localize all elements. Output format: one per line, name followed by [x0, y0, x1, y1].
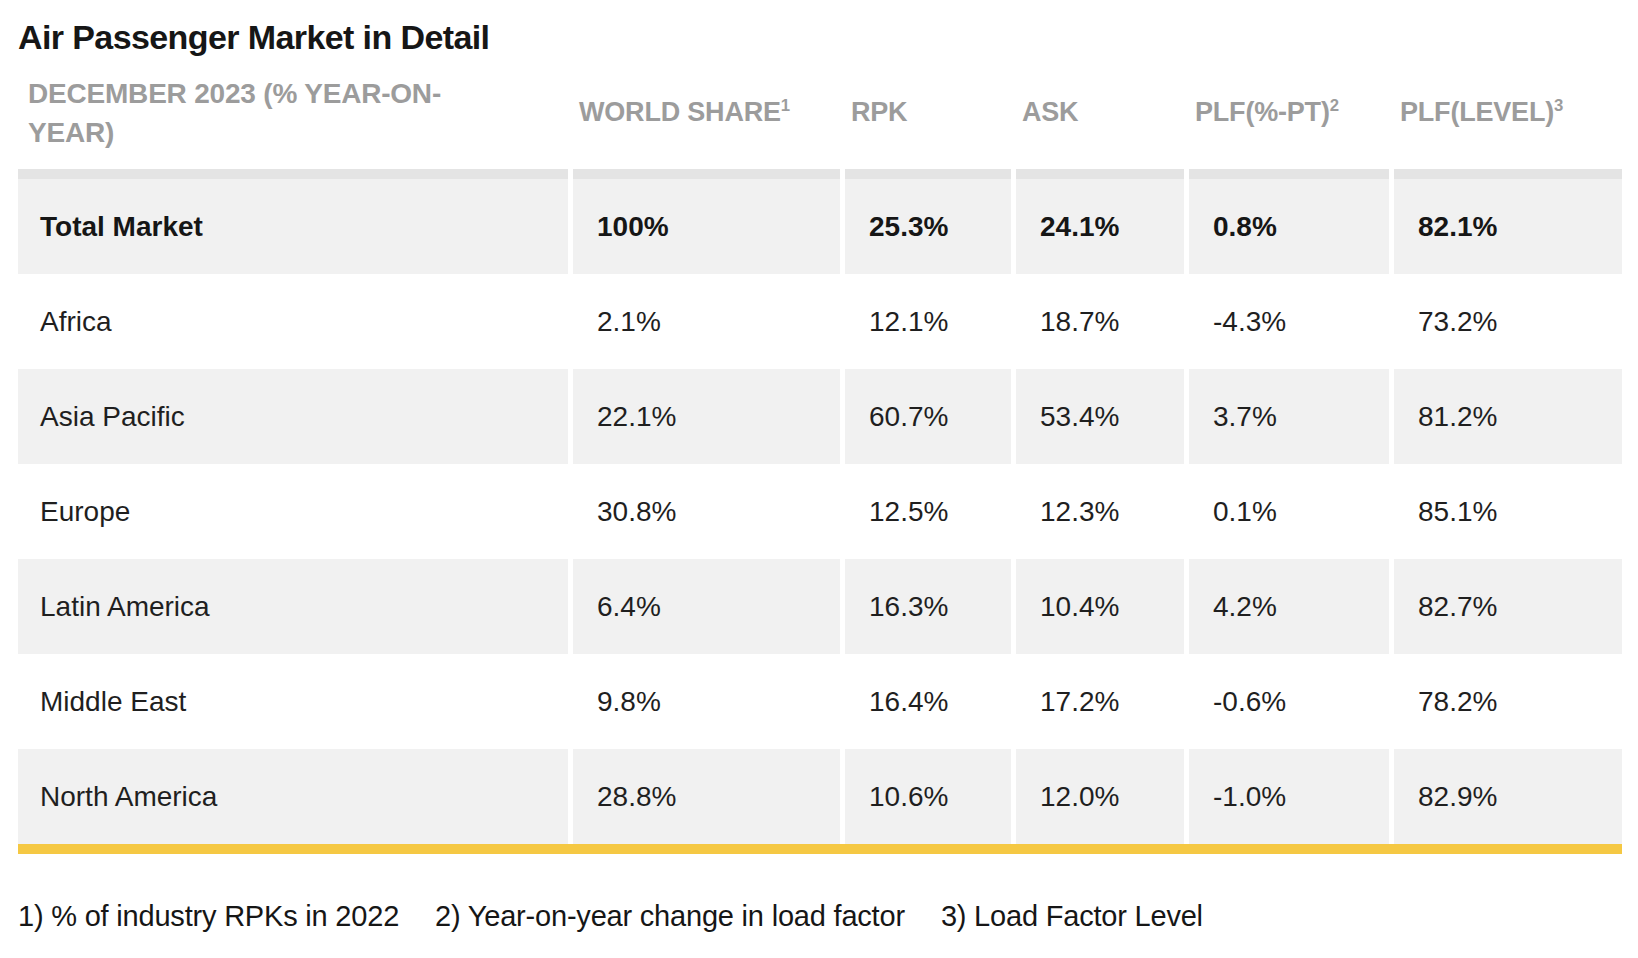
column-header-world-share: WORLD SHARE1	[573, 94, 840, 132]
table-cell: 2.1%	[573, 274, 840, 369]
table-cell: 28.8%	[573, 749, 840, 844]
table-row-middle-east: Middle East 9.8% 16.4% 17.2% -0.6% 78.2%	[18, 654, 1622, 749]
table-cell: 4.2%	[1189, 559, 1389, 654]
table-cell: 81.2%	[1394, 369, 1622, 464]
table-cell: 82.1%	[1394, 179, 1622, 274]
table-cell: 24.1%	[1016, 179, 1184, 274]
footnotes: 1) % of industry RPKs in 2022 2) Year-on…	[18, 900, 1638, 933]
table-cell: 6.4%	[573, 559, 840, 654]
page-title: Air Passenger Market in Detail	[18, 18, 1638, 57]
table-cell: 0.8%	[1189, 179, 1389, 274]
column-header-plf-pt: PLF(%-PT)2	[1189, 94, 1389, 132]
row-label: Europe	[18, 464, 568, 559]
table-cell: 53.4%	[1016, 369, 1184, 464]
column-header-plf-level: PLF(LEVEL)3	[1394, 94, 1622, 132]
table-cell: 25.3%	[845, 179, 1011, 274]
column-header-ask: ASK	[1016, 94, 1184, 132]
table-row-europe: Europe 30.8% 12.5% 12.3% 0.1% 85.1%	[18, 464, 1622, 559]
row-label: Africa	[18, 274, 568, 369]
row-label: Middle East	[18, 654, 568, 749]
row-label: Asia Pacific	[18, 369, 568, 464]
table-cell: 85.1%	[1394, 464, 1622, 559]
table-cell: 18.7%	[1016, 274, 1184, 369]
table-row-latin-america: Latin America 6.4% 16.3% 10.4% 4.2% 82.7…	[18, 559, 1622, 654]
footnote-ref-3: 3	[1554, 96, 1563, 115]
table-cell: 78.2%	[1394, 654, 1622, 749]
table-cell: 12.1%	[845, 274, 1011, 369]
footnote-2: 2) Year-on-year change in load factor	[435, 900, 905, 933]
footnote-1: 1) % of industry RPKs in 2022	[18, 900, 399, 933]
table-cell: -1.0%	[1189, 749, 1389, 844]
table-row-asia-pacific: Asia Pacific 22.1% 60.7% 53.4% 3.7% 81.2…	[18, 369, 1622, 464]
table-cell: 60.7%	[845, 369, 1011, 464]
table-cell: 10.4%	[1016, 559, 1184, 654]
table-cell: 12.0%	[1016, 749, 1184, 844]
table-row-north-america: North America 28.8% 10.6% 12.0% -1.0% 82…	[18, 749, 1622, 844]
table-cell: 100%	[573, 179, 840, 274]
column-header-rpk: RPK	[845, 94, 1011, 132]
table-cell: -4.3%	[1189, 274, 1389, 369]
table-cell: 82.7%	[1394, 559, 1622, 654]
column-header-period: DECEMBER 2023 (% YEAR-ON-YEAR)	[18, 74, 468, 152]
air-passenger-market-detail-page: Air Passenger Market in Detail DECEMBER …	[0, 0, 1638, 958]
table-cell: 9.8%	[573, 654, 840, 749]
table-cell: 17.2%	[1016, 654, 1184, 749]
footnote-ref-1: 1	[781, 96, 790, 115]
header-divider-strip	[18, 169, 1622, 179]
row-label: Total Market	[18, 179, 568, 274]
table-cell: 30.8%	[573, 464, 840, 559]
table-cell: 82.9%	[1394, 749, 1622, 844]
table-cell: 12.3%	[1016, 464, 1184, 559]
table-cell: 3.7%	[1189, 369, 1389, 464]
footnote-3: 3) Load Factor Level	[941, 900, 1203, 933]
table-row-africa: Africa 2.1% 12.1% 18.7% -4.3% 73.2%	[18, 274, 1622, 369]
row-label: Latin America	[18, 559, 568, 654]
footnote-ref-2: 2	[1330, 96, 1339, 115]
table-cell: 0.1%	[1189, 464, 1389, 559]
table-cell: 16.3%	[845, 559, 1011, 654]
table-cell: 10.6%	[845, 749, 1011, 844]
table-cell: 12.5%	[845, 464, 1011, 559]
table-cell: 16.4%	[845, 654, 1011, 749]
table-row-total-market: Total Market 100% 25.3% 24.1% 0.8% 82.1%	[18, 179, 1622, 274]
table-cell: -0.6%	[1189, 654, 1389, 749]
table-cell: 73.2%	[1394, 274, 1622, 369]
table-header-row: DECEMBER 2023 (% YEAR-ON-YEAR) WORLD SHA…	[18, 57, 1622, 169]
table-cell: 22.1%	[573, 369, 840, 464]
row-label: North America	[18, 749, 568, 844]
accent-divider-bar	[18, 844, 1622, 854]
